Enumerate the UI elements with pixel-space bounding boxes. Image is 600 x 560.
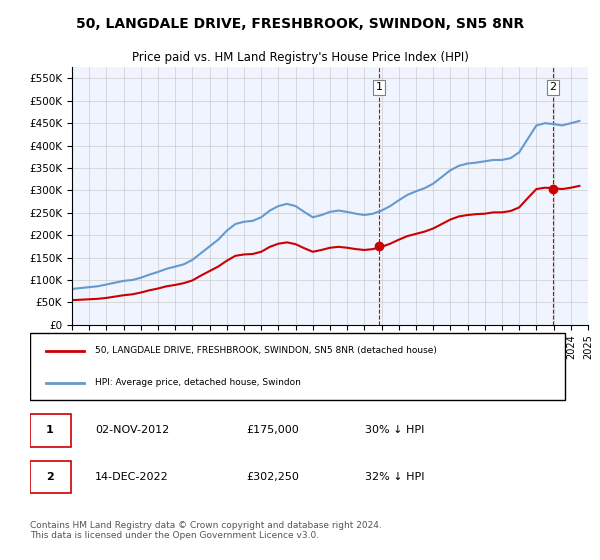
FancyBboxPatch shape [30, 333, 565, 400]
Text: 50, LANGDALE DRIVE, FRESHBROOK, SWINDON, SN5 8NR: 50, LANGDALE DRIVE, FRESHBROOK, SWINDON,… [76, 16, 524, 30]
Text: Price paid vs. HM Land Registry's House Price Index (HPI): Price paid vs. HM Land Registry's House … [131, 50, 469, 64]
Text: 02-NOV-2012: 02-NOV-2012 [95, 426, 169, 436]
Text: 2: 2 [46, 472, 54, 482]
Text: 1: 1 [46, 426, 54, 436]
Text: 14-DEC-2022: 14-DEC-2022 [95, 472, 169, 482]
FancyBboxPatch shape [30, 414, 71, 446]
Text: 32% ↓ HPI: 32% ↓ HPI [365, 472, 424, 482]
Text: £302,250: £302,250 [246, 472, 299, 482]
FancyBboxPatch shape [30, 461, 71, 493]
Text: £175,000: £175,000 [246, 426, 299, 436]
Text: Contains HM Land Registry data © Crown copyright and database right 2024.
This d: Contains HM Land Registry data © Crown c… [30, 521, 382, 540]
Text: 30% ↓ HPI: 30% ↓ HPI [365, 426, 424, 436]
Text: 50, LANGDALE DRIVE, FRESHBROOK, SWINDON, SN5 8NR (detached house): 50, LANGDALE DRIVE, FRESHBROOK, SWINDON,… [95, 346, 437, 355]
Text: HPI: Average price, detached house, Swindon: HPI: Average price, detached house, Swin… [95, 379, 301, 388]
Text: 2: 2 [549, 82, 556, 92]
Text: 1: 1 [376, 82, 382, 92]
